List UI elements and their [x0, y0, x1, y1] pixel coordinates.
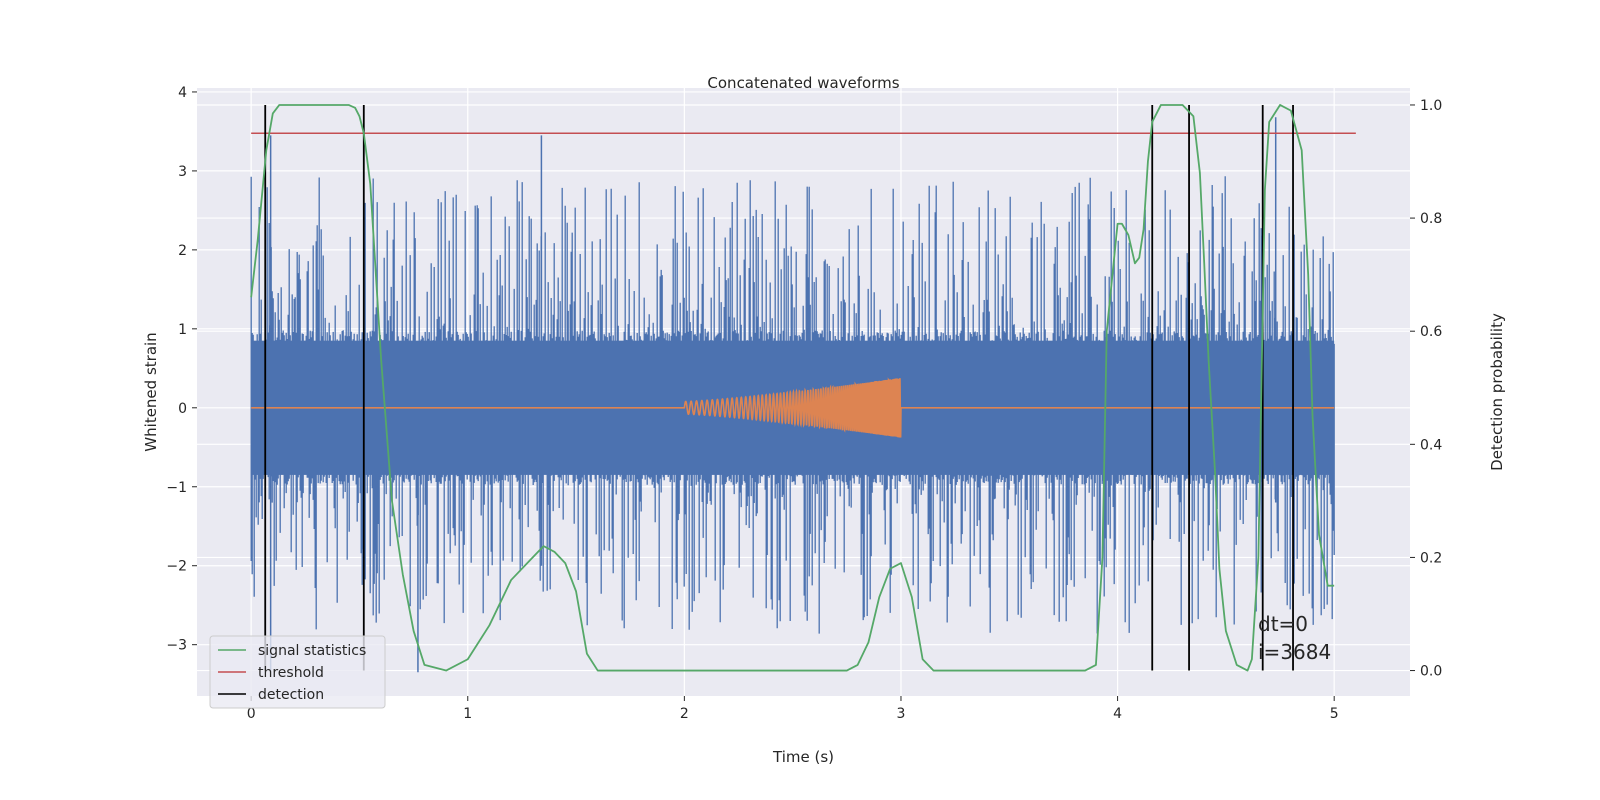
y2-tick-label: 0.6	[1420, 324, 1442, 340]
y-tick-label: −1	[166, 480, 187, 496]
y-tick-label: −2	[166, 559, 187, 575]
y2-tick-label: 0.0	[1420, 664, 1442, 680]
x-tick-label: 5	[1330, 706, 1339, 722]
legend-label-threshold: threshold	[258, 665, 324, 681]
annotation-dt: dt=0	[1258, 612, 1308, 636]
chart-title: Concatenated waveforms	[707, 74, 899, 92]
annotation: dt=0 i=3684	[1258, 612, 1331, 664]
y2-tick-label: 0.8	[1420, 211, 1442, 227]
y-tick-label: 4	[178, 85, 187, 101]
x-axis-label: Time (s)	[772, 748, 834, 766]
x-tick-label: 0	[247, 706, 256, 722]
legend-label-detection: detection	[258, 687, 324, 703]
x-tick-label: 1	[463, 706, 472, 722]
axes: 0 1 2 3 4 5 −3 −2 −1 0 1 2 3 4 0.0 0.2 0.4 0.6 0.8 1.0	[166, 85, 1442, 722]
chirp-signal-series	[251, 377, 1335, 438]
x-tick-label: 4	[1113, 706, 1122, 722]
y2-axis-label: Detection probability	[1488, 313, 1506, 471]
legend-label-signal-statistics: signal statistics	[258, 643, 366, 659]
x-tick-label: 2	[680, 706, 689, 722]
y-tick-label: 3	[178, 164, 187, 180]
x-tick-label: 3	[897, 706, 906, 722]
signal-statistics-line	[250, 104, 1335, 672]
y-tick-label: −3	[166, 638, 187, 654]
y2-tick-label: 0.2	[1420, 550, 1442, 566]
y2-tick-label: 1.0	[1420, 98, 1442, 114]
annotation-index: i=3684	[1258, 640, 1331, 664]
y2-tick-label: 0.4	[1420, 437, 1442, 453]
y-tick-label: 0	[178, 401, 187, 417]
legend-box	[209, 635, 386, 709]
y-axis-label: Whitened strain	[142, 332, 160, 451]
y-tick-label: 2	[178, 243, 187, 259]
plot-content	[250, 104, 1356, 673]
y-tick-label: 1	[178, 322, 187, 338]
legend: signal statistics threshold detection	[209, 635, 386, 709]
